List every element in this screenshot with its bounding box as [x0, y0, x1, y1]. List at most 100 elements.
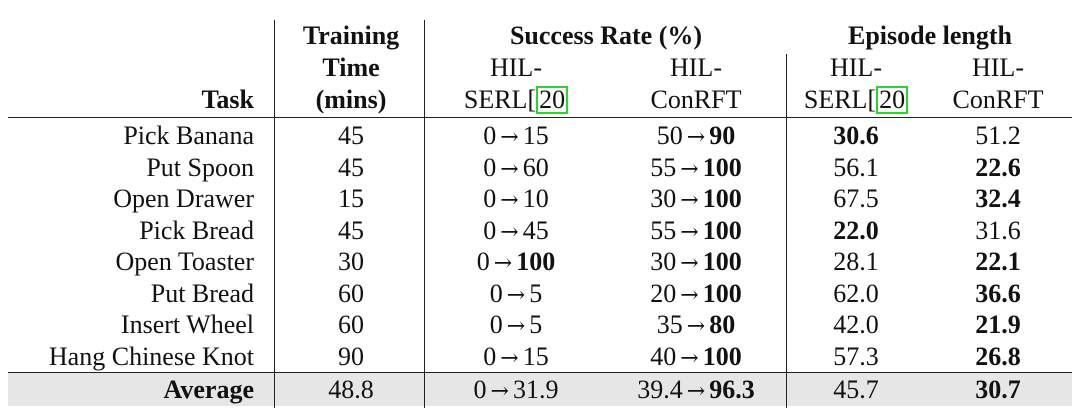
task-name: Hang Chinese Knot: [48, 341, 254, 371]
success-rate-method-a: 0 → 31.9: [426, 374, 606, 406]
citation-link[interactable]: 20: [876, 86, 909, 114]
success-rate-method-b: 39.4 → 96.3: [606, 374, 786, 406]
episode-length-method-a: 30.6: [833, 121, 879, 150]
success-rate-method-b: 55 → 100: [606, 152, 786, 184]
table-row: Open Drawer 15 0 → 10 30 → 100 67.5 32.4: [8, 183, 1072, 215]
arrow-icon: →: [493, 251, 513, 276]
success-rate-method-a: 0 → 10: [426, 183, 606, 215]
episode-length-method-a: 45.7: [833, 375, 879, 404]
success-rate-method-a: 0 → 45: [426, 215, 606, 247]
header-episode-length: Episode length: [848, 21, 1012, 50]
success-rate-method-b: 30 → 100: [606, 246, 786, 278]
sr-to: 100: [702, 215, 742, 245]
arrow-icon: →: [506, 282, 526, 308]
sr-to: 60: [522, 152, 549, 182]
episode-length-method-a: 67.5: [833, 184, 879, 213]
header-el-method-b-name: ConRFT: [952, 85, 1044, 114]
header-time-label: Time: [322, 53, 380, 82]
episode-length-method-b: 26.8: [975, 341, 1021, 371]
training-time: 60: [338, 310, 364, 339]
sr-to: 100: [702, 152, 742, 182]
header-success-rate: Success Rate (%): [509, 21, 703, 50]
sr-from: 35: [656, 310, 683, 339]
training-time: 45: [338, 121, 364, 150]
column-divider: [786, 54, 787, 408]
task-name: Pick Bread: [139, 215, 254, 245]
sr-to: 5: [529, 278, 543, 308]
arrow-icon: →: [680, 345, 699, 371]
success-rate-method-a: 0 → 15: [426, 120, 606, 152]
episode-length-method-b: 31.6: [975, 215, 1021, 245]
success-rate-method-a: 0 → 15: [426, 341, 606, 373]
episode-length-method-b: 21.9: [975, 310, 1021, 339]
success-rate-method-b: 30 → 100: [606, 183, 786, 215]
sr-from: 55: [650, 215, 677, 245]
sr-from: 0: [473, 375, 487, 404]
task-name: Insert Wheel: [120, 310, 254, 339]
episode-length-method-b: 30.7: [975, 375, 1021, 404]
arrow-icon: →: [500, 188, 519, 213]
sr-from: 0: [483, 341, 497, 371]
task-name: Average: [163, 375, 254, 404]
table-row: Pick Bread 45 0 → 45 55 → 100 22.0 31.6: [8, 215, 1072, 247]
success-rate-method-b: 55 → 100: [606, 215, 786, 247]
average-divider: [8, 372, 1072, 373]
task-name: Put Bread: [150, 278, 254, 308]
citation-link[interactable]: 20: [536, 86, 569, 114]
sr-to: 100: [702, 278, 742, 308]
sr-to: 100: [702, 184, 742, 213]
task-name: Open Drawer: [113, 184, 254, 213]
method-a-name: SERL[: [463, 85, 537, 114]
training-time: 45: [338, 152, 364, 182]
header-row-1: Training Success Rate (%) Episode length: [8, 20, 1072, 52]
episode-length-method-a: 62.0: [833, 278, 879, 308]
sr-from: 0: [476, 247, 490, 276]
success-rate-method-b: 20 → 100: [606, 278, 786, 310]
sr-from: 0: [483, 152, 497, 182]
header-sr-method-b: HIL-: [670, 53, 722, 82]
header-el-method-a-name: SERL[20: [788, 84, 924, 116]
sr-from: 40: [650, 341, 677, 371]
arrow-icon: →: [500, 156, 519, 182]
header-sr-method-a-name: SERL[20: [426, 84, 606, 116]
sr-to: 90: [709, 121, 736, 150]
arrow-icon: →: [680, 219, 699, 245]
sr-to: 5: [529, 310, 543, 339]
sr-to: 100: [702, 341, 742, 371]
sr-from: 0: [489, 278, 503, 308]
episode-length-method-b: 32.4: [975, 184, 1021, 213]
header-sr-method-b-name: ConRFT: [650, 85, 742, 114]
sr-from: 0: [489, 310, 503, 339]
success-rate-method-a: 0 → 100: [426, 246, 606, 278]
sr-from: 50: [656, 121, 683, 150]
sr-to: 15: [522, 341, 549, 371]
arrow-icon: →: [490, 379, 509, 404]
episode-length-method-a: 56.1: [833, 152, 879, 182]
success-rate-method-b: 50 → 90: [606, 120, 786, 152]
sr-from: 20: [650, 278, 677, 308]
episode-length-method-b: 22.6: [975, 152, 1021, 182]
sr-from: 0: [483, 184, 497, 213]
table-row: Insert Wheel 60 0 → 5 35 → 80 42.0 21.9: [8, 309, 1072, 341]
sr-from: 30: [650, 184, 677, 213]
task-name: Open Toaster: [115, 247, 255, 276]
sr-from: 30: [650, 247, 677, 276]
training-time: 48.8: [328, 375, 374, 404]
task-name: Pick Banana: [123, 121, 254, 150]
sr-to: 80: [709, 310, 736, 339]
sr-to: 10: [522, 184, 549, 213]
episode-length-method-a: 57.3: [833, 341, 879, 371]
header-divider: [8, 117, 1072, 118]
task-name: Put Spoon: [146, 152, 254, 182]
episode-length-method-a: 28.1: [833, 247, 879, 276]
success-rate-method-a: 0 → 60: [426, 152, 606, 184]
success-rate-method-a: 0 → 5: [426, 278, 606, 310]
header-row-3: Task (mins) SERL[20 ConRFT SERL[20 ConRF…: [8, 84, 1072, 116]
sr-to: 31.9: [512, 375, 559, 404]
episode-length-method-b: 51.2: [975, 121, 1021, 150]
training-time: 60: [338, 278, 364, 308]
sr-to: 100: [702, 247, 742, 276]
sr-to: 96.3: [709, 375, 755, 404]
arrow-icon: →: [686, 314, 706, 339]
table-row: Hang Chinese Knot 90 0 → 15 40 → 100 57.3 26.8: [8, 341, 1072, 373]
